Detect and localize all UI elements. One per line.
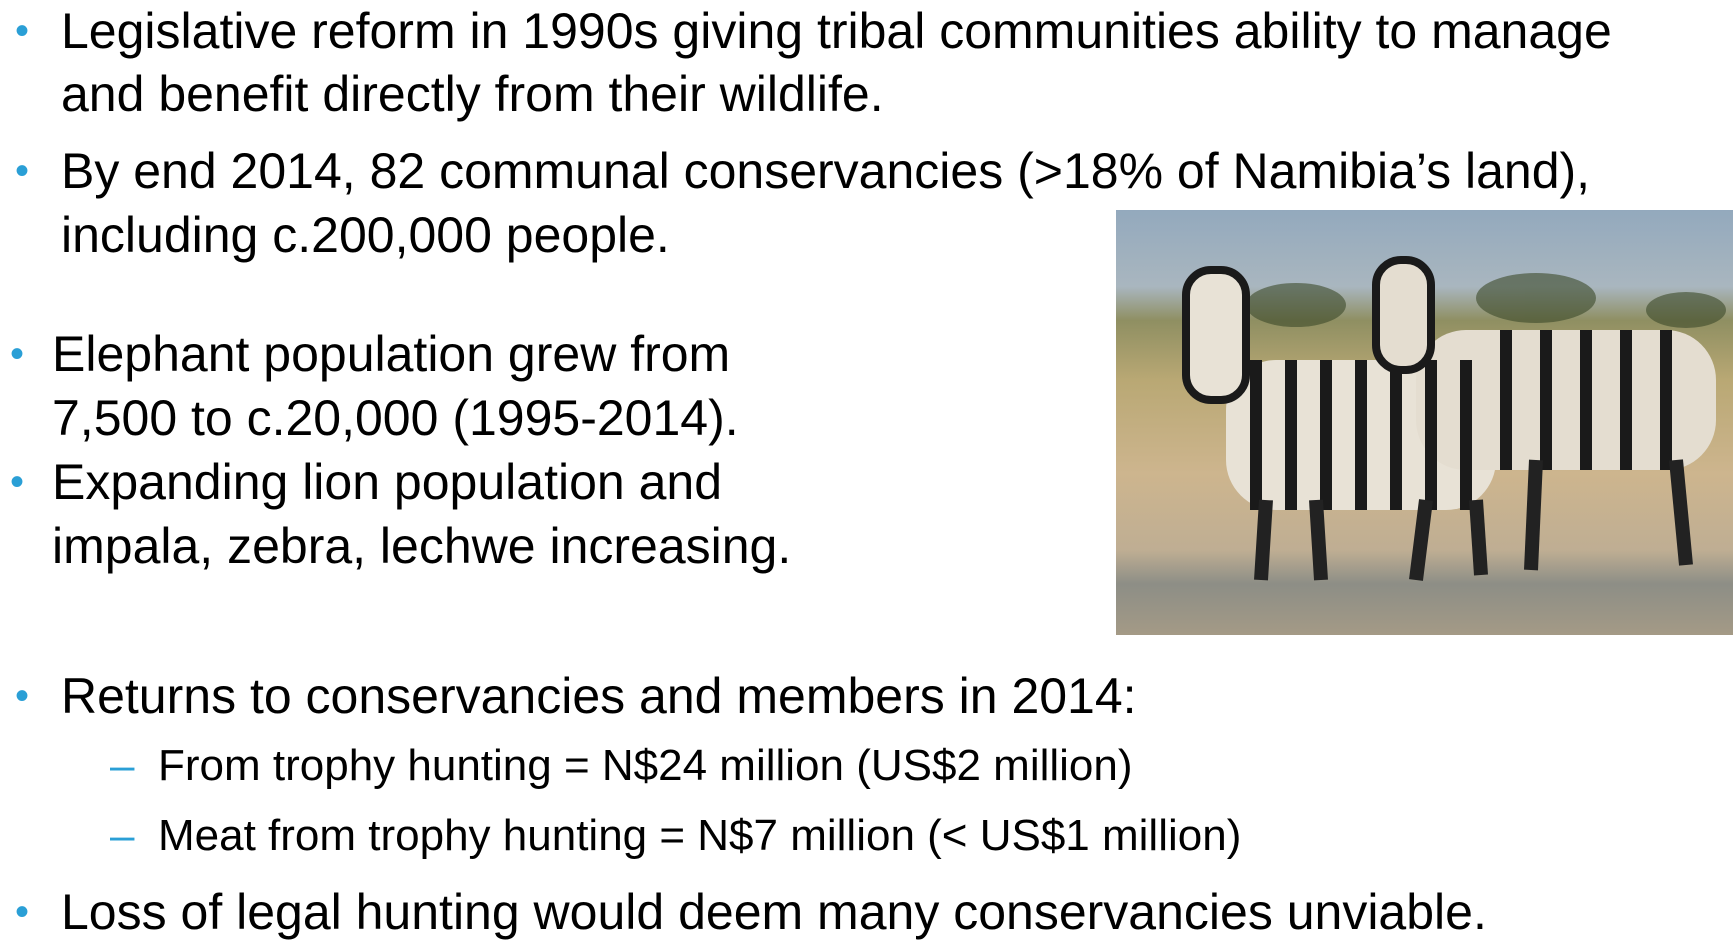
bullet-text: Loss of legal hunting would deem many co… bbox=[61, 884, 1487, 940]
bullet-marker: • bbox=[10, 332, 25, 376]
bullet-text: Expanding lion population and bbox=[52, 454, 722, 510]
bullet-text: impala, zebra, lechwe increasing. bbox=[52, 518, 792, 574]
bullet-text: Returns to conservancies and members in … bbox=[61, 668, 1137, 724]
sub-bullet-text: Meat from trophy hunting = N$7 million (… bbox=[158, 811, 1242, 860]
bullet-text: 7,500 to c.20,000 (1995-2014). bbox=[52, 390, 739, 446]
bullet-marker: • bbox=[15, 674, 30, 718]
bullet-marker: • bbox=[15, 9, 30, 53]
bullet-marker: • bbox=[15, 149, 30, 193]
bullet-marker: • bbox=[10, 460, 25, 504]
photo-illustration bbox=[1182, 256, 1726, 581]
sub-bullet-marker: – bbox=[110, 811, 135, 860]
bullet-text: Legislative reform in 1990s giving triba… bbox=[61, 3, 1612, 59]
bullet-text: By end 2014, 82 communal conservancies (… bbox=[61, 143, 1591, 199]
sub-bullet-text: From trophy hunting = N$24 million (US$2… bbox=[158, 741, 1133, 790]
bullet-text: including c.200,000 people. bbox=[61, 207, 670, 263]
bullet-text: Elephant population grew from bbox=[52, 326, 731, 382]
zebra-photo bbox=[1116, 210, 1733, 635]
bullet-text: and benefit directly from their wildlife… bbox=[61, 66, 884, 122]
sub-bullet-marker: – bbox=[110, 741, 135, 790]
bullet-marker: • bbox=[15, 890, 30, 934]
